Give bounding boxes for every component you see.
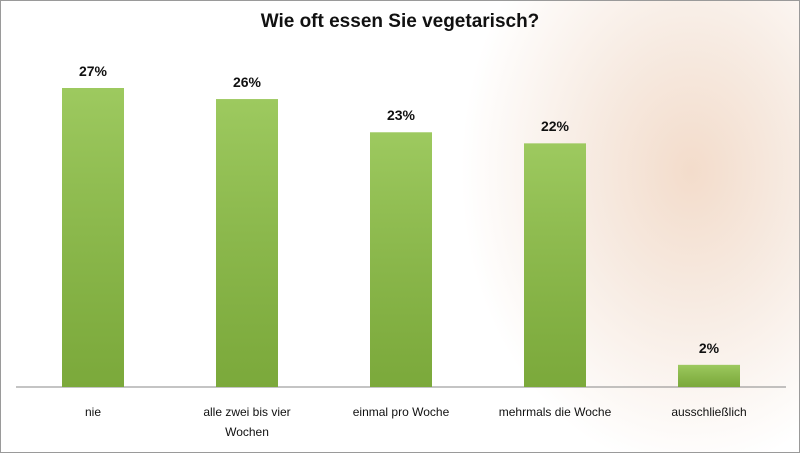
chart-title: Wie oft essen Sie vegetarisch? [260, 11, 540, 32]
bar [370, 132, 432, 387]
bar [62, 88, 124, 387]
value-label: 26% [232, 74, 262, 91]
x-tick-label: mehrmals die Woche [498, 405, 612, 419]
bar [216, 99, 278, 388]
value-label: 23% [386, 107, 416, 124]
value-label: 22% [540, 118, 570, 135]
value-label: 2% [698, 339, 720, 356]
bar [524, 143, 586, 387]
value-label: 27% [78, 63, 108, 79]
bar [678, 364, 740, 387]
x-tick-label: nie [84, 405, 101, 419]
x-tick-label: einmal pro Woche [352, 405, 450, 419]
x-tick-label: alle zwei bis vier Wochen [203, 405, 291, 439]
x-tick-label: ausschließlich [671, 405, 747, 419]
